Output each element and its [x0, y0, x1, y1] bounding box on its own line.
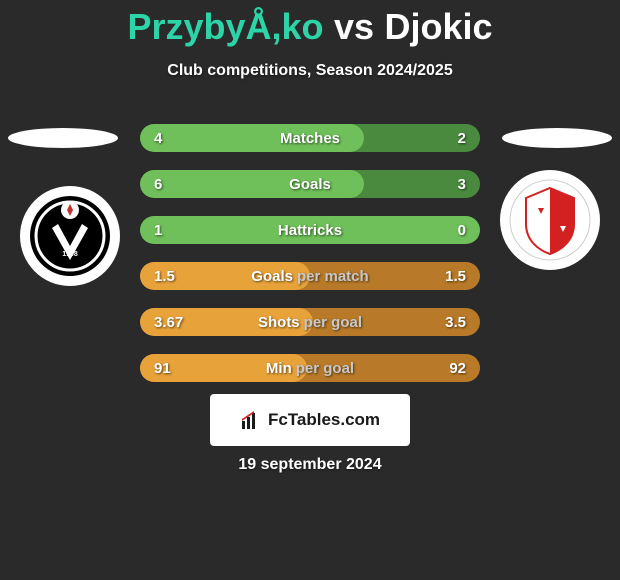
stat-label: Shotsper goal	[140, 314, 480, 331]
vs-text: vs	[334, 6, 374, 47]
stat-row: 91Minper goal92	[140, 354, 480, 382]
stat-label: Hattricks	[140, 222, 480, 239]
brand-text: FcTables.com	[268, 410, 380, 430]
comparison-title: PrzybyÅ,ko vs Djokic	[0, 0, 620, 48]
subtitle: Club competitions, Season 2024/2025	[0, 62, 620, 80]
date-text: 19 september 2024	[0, 456, 620, 474]
club-badge-left: 1908	[20, 186, 120, 286]
stat-row: 4Matches2	[140, 124, 480, 152]
stat-row: 6Goals3	[140, 170, 480, 198]
stat-label: Matches	[140, 130, 480, 147]
stat-value-right: 92	[449, 360, 466, 377]
stat-value-right: 1.5	[445, 268, 466, 285]
club-badge-right	[500, 170, 600, 270]
svg-text:1908: 1908	[62, 251, 78, 258]
stat-row: 1Hattricks0	[140, 216, 480, 244]
sion-crest-icon	[508, 178, 592, 262]
decor-ellipse-right	[502, 128, 612, 148]
stats-container: 4Matches2 6Goals3 1Hattricks0 1.5Goalsper m…	[140, 124, 480, 400]
stat-label: Goalsper match	[140, 268, 480, 285]
stat-label: Minper goal	[140, 360, 480, 377]
stat-value-right: 2	[458, 130, 466, 147]
chart-icon	[240, 409, 262, 431]
player1-name: PrzybyÅ,ko	[127, 6, 323, 47]
stat-value-right: 0	[458, 222, 466, 239]
stat-row: 3.67Shotsper goal3.5	[140, 308, 480, 336]
stat-value-right: 3	[458, 176, 466, 193]
decor-ellipse-left	[8, 128, 118, 148]
stat-label: Goals	[140, 176, 480, 193]
stat-row: 1.5Goalsper match1.5	[140, 262, 480, 290]
lugano-crest-icon: 1908	[22, 188, 118, 284]
player2-name: Djokic	[384, 6, 492, 47]
brand-badge: FcTables.com	[210, 394, 410, 446]
stat-value-right: 3.5	[445, 314, 466, 331]
